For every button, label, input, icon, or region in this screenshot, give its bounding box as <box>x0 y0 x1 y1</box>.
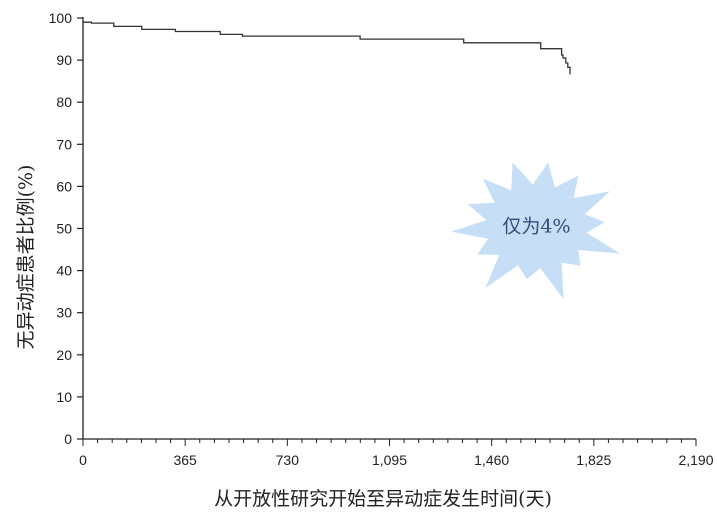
y-axis-title: 无异动症患者比例(%) <box>15 165 37 350</box>
x-tick-label: 0 <box>79 452 87 468</box>
y-tick-label: 20 <box>56 347 72 363</box>
y-tick-label: 70 <box>56 136 72 152</box>
y-tick-label: 50 <box>56 221 72 237</box>
y-tick-label: 60 <box>56 178 72 194</box>
x-tick-label: 730 <box>276 452 300 468</box>
x-tick-label: 1,460 <box>474 452 509 468</box>
x-ticks: 0 365 730 1,095 1,460 1,825 2,190 <box>79 439 714 468</box>
x-tick-label: 1,095 <box>372 452 407 468</box>
y-tick-label: 10 <box>56 389 72 405</box>
annotation-text: 仅为4% <box>502 215 570 237</box>
x-tick-label: 1,825 <box>576 452 611 468</box>
y-tick-label: 40 <box>56 263 72 279</box>
y-tick-label: 0 <box>64 431 72 447</box>
y-tick-label: 80 <box>56 94 72 110</box>
y-ticks: 0 10 20 30 40 50 60 70 80 90 100 <box>49 10 83 447</box>
x-axis-title: 从开放性研究开始至异动症发生时间(天) <box>214 488 552 510</box>
y-tick-label: 100 <box>49 10 73 26</box>
survival-curve <box>83 21 571 75</box>
y-tick-label: 30 <box>56 305 72 321</box>
x-tick-label: 2,190 <box>678 452 713 468</box>
y-tick-label: 90 <box>56 52 72 68</box>
annotation-starburst <box>451 162 621 299</box>
x-tick-label: 365 <box>173 452 197 468</box>
